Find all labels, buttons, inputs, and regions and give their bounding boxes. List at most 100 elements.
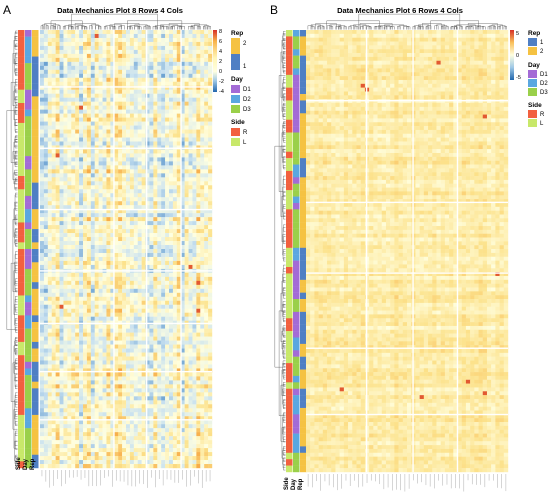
heatmap-cell [114, 33, 119, 39]
heatmap-cell [137, 344, 142, 349]
heatmap-cell [51, 213, 56, 218]
heatmap-cell [126, 252, 131, 258]
heatmap-cell [141, 420, 146, 425]
heatmap-cell [129, 97, 135, 102]
heatmap-cell [196, 129, 201, 134]
heatmap-cell [126, 344, 131, 349]
heatmap-cell [169, 256, 174, 262]
heatmap-cell [129, 416, 135, 421]
heatmap-cell [51, 233, 56, 238]
heatmap-cell [51, 49, 56, 55]
heatmap-cell [137, 332, 142, 337]
heatmap-cell [204, 149, 209, 154]
heatmap-cell [110, 77, 115, 82]
heatmap-cell [137, 181, 142, 186]
heatmap-cell [172, 272, 178, 278]
annotation-cell [25, 355, 32, 363]
heatmap-cell [86, 205, 92, 210]
heatmap-cell [188, 245, 193, 250]
heatmap-cell [165, 161, 170, 166]
heatmap-cell [153, 49, 158, 55]
heatmap-cell [188, 252, 193, 258]
heatmap-cell [129, 256, 135, 262]
heatmap-cell [192, 81, 197, 86]
heatmap-cell [47, 209, 52, 214]
heatmap-cell [51, 420, 56, 425]
heatmap-cell [63, 185, 68, 190]
heatmap-cell [51, 97, 56, 102]
heatmap-cell [98, 49, 103, 55]
heatmap-cell [141, 30, 146, 35]
heatmap-cell [110, 384, 115, 389]
heatmap-cell [208, 141, 213, 146]
heatmap-cell [149, 57, 154, 63]
heatmap-cell [114, 137, 119, 142]
heatmap-cell [83, 288, 88, 293]
heatmap-cell [192, 149, 197, 154]
heatmap-cell [208, 149, 213, 154]
heatmap-cell [118, 276, 123, 282]
heatmap-cell [40, 380, 45, 385]
heatmap-cell [106, 229, 111, 234]
column-dendrogram-branch [188, 26, 193, 30]
heatmap-cell [63, 368, 68, 373]
heatmap-cell [40, 444, 45, 449]
heatmap-cell [172, 252, 178, 258]
heatmap-cell [153, 440, 158, 445]
heatmap-cell [118, 49, 123, 55]
heatmap-cell [98, 332, 103, 337]
heatmap-cell [129, 169, 135, 174]
heatmap-cell [79, 249, 84, 254]
heatmap-cell [137, 113, 142, 118]
heatmap-cell [129, 368, 135, 373]
heatmap-cell [83, 280, 88, 286]
heatmap-cell [153, 352, 158, 357]
heatmap-cell [192, 101, 197, 106]
heatmap-cell [196, 161, 201, 166]
heatmap-cell [90, 233, 95, 238]
heatmap-cell [75, 181, 80, 186]
heatmap-cell [98, 392, 103, 397]
heatmap-cell [133, 177, 138, 182]
heatmap-cell [59, 344, 64, 349]
heatmap-cell [165, 105, 170, 110]
heatmap-cell [161, 221, 166, 226]
heatmap-cell [176, 360, 181, 365]
heatmap-cell [129, 33, 135, 39]
heatmap-cell [200, 30, 205, 35]
heatmap-cell [118, 412, 123, 417]
heatmap-cell [43, 113, 49, 118]
heatmap-cell [204, 105, 209, 110]
heatmap-cell [55, 264, 60, 270]
heatmap-cell [129, 300, 135, 305]
heatmap-cell [110, 296, 115, 301]
heatmap-cell [98, 360, 103, 365]
heatmap-cell [102, 336, 107, 341]
heatmap-cell [208, 400, 213, 405]
heatmap-cell [114, 380, 119, 385]
heatmap-cell [145, 73, 150, 78]
heatmap-cell [204, 416, 209, 421]
heatmap-cell [208, 368, 213, 373]
heatmap-cell [118, 296, 123, 301]
heatmap-cell [90, 249, 95, 254]
heatmap-cell [122, 428, 127, 433]
heatmap-cell [196, 336, 201, 341]
heatmap-cell [75, 241, 80, 246]
heatmap-cell [200, 380, 205, 385]
heatmap-cell [122, 37, 127, 43]
heatmap-cell [83, 241, 88, 246]
heatmap-cell [169, 440, 174, 445]
heatmap-cell [180, 129, 185, 134]
heatmap-cell [98, 197, 103, 202]
heatmap-cell [75, 53, 80, 59]
heatmap-cell [102, 157, 107, 162]
heatmap-cell [137, 284, 142, 290]
heatmap-cell [63, 324, 68, 329]
heatmap-cell [176, 304, 181, 309]
heatmap-cell [98, 157, 103, 162]
heatmap-cell [133, 404, 138, 409]
heatmap-cell [90, 201, 95, 206]
heatmap-cell [47, 424, 52, 429]
heatmap-cell [161, 149, 166, 154]
